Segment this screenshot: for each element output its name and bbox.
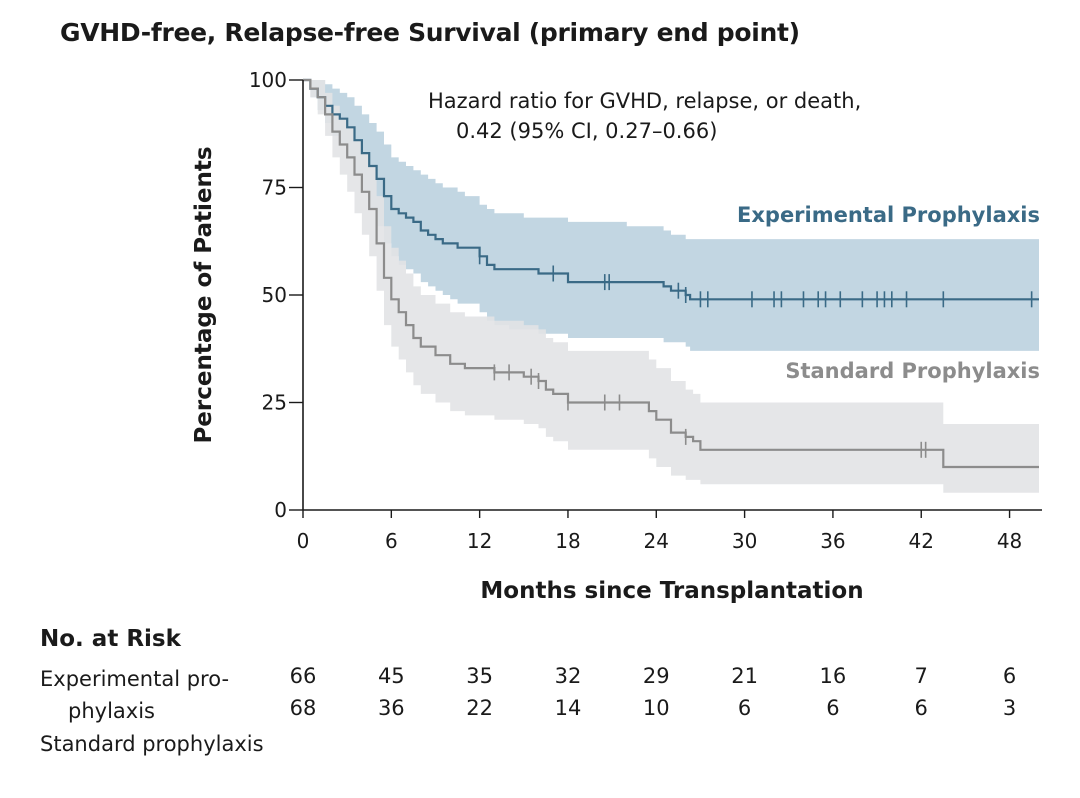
- risk-value-standard: 6: [826, 696, 840, 720]
- confidence-bands: [303, 80, 1039, 493]
- risk-row-label-standard: Standard prophylaxis: [40, 732, 264, 756]
- risk-value-experimental: 29: [642, 664, 670, 688]
- confidence-band-experimental: [303, 80, 1039, 351]
- km-chart: 0 6 12 18 24 30 36 42 48 0 25 50 75 100 Months since…: [191, 68, 1042, 604]
- risk-value-experimental: 16: [819, 664, 847, 688]
- risk-value-standard: 68: [289, 696, 317, 720]
- y-axis-title: Percentage of Patients: [191, 146, 217, 443]
- x-tick-label: 18: [555, 529, 580, 553]
- risk-value-standard: 14: [554, 696, 582, 720]
- x-tick-label: 42: [909, 529, 934, 553]
- risk-value-experimental: 32: [554, 664, 582, 688]
- x-ticks: 0 6 12 18 24 30 36 42 48: [297, 510, 1022, 553]
- risk-value-experimental: 21: [731, 664, 758, 688]
- y-ticks: 0 25 50 75 100: [249, 68, 303, 522]
- risk-row-label-experimental-line1: Experimental pro-: [40, 667, 230, 691]
- hazard-ratio-annotation-line1: Hazard ratio for GVHD, relapse, or death…: [428, 89, 861, 113]
- x-tick-label: 30: [732, 529, 757, 553]
- risk-value-experimental: 6: [1002, 664, 1017, 688]
- x-axis-title: Months since Transplantation: [480, 578, 863, 604]
- series-label-experimental: Experimental Prophylaxis: [737, 203, 1040, 227]
- risk-value-experimental: 7: [914, 664, 928, 688]
- hazard-ratio-annotation-line2: 0.42 (95% CI, 0.27–0.66): [456, 119, 717, 143]
- x-tick-label: 24: [644, 529, 669, 553]
- y-tick-label: 75: [262, 176, 287, 200]
- survival-curve-experimental: [303, 78, 1039, 301]
- risk-table-title: No. at Risk: [40, 626, 181, 652]
- risk-value-standard: 36: [377, 696, 405, 720]
- y-tick-label: 0: [274, 498, 287, 522]
- x-tick-label: 12: [467, 529, 492, 553]
- y-tick-label: 25: [262, 391, 287, 415]
- risk-value-standard: 10: [642, 696, 670, 720]
- chart-title: GVHD-free, Relapse-free Survival (primar…: [60, 18, 800, 47]
- risk-value-experimental: 35: [466, 664, 493, 688]
- number-at-risk-table: No. at Risk Experimental pro- phylaxis S…: [40, 626, 1040, 776]
- risk-value-standard: 6: [737, 696, 752, 720]
- risk-value-experimental: 45: [377, 664, 405, 688]
- x-tick-label: 6: [385, 529, 398, 553]
- risk-value-experimental: 66: [289, 664, 317, 688]
- risk-row-label-experimental-line2: phylaxis: [68, 699, 155, 723]
- confidence-band-standard: [303, 80, 1039, 493]
- risk-value-standard: 22: [466, 696, 493, 720]
- x-tick-label: 48: [997, 529, 1022, 553]
- risk-value-standard: 6: [914, 696, 928, 720]
- y-tick-label: 100: [249, 68, 287, 92]
- x-tick-label: 36: [820, 529, 845, 553]
- risk-value-standard: 3: [1002, 696, 1017, 720]
- censor-marks: [478, 248, 1033, 458]
- series-label-standard: Standard Prophylaxis: [785, 359, 1040, 383]
- y-tick-label: 50: [262, 283, 287, 307]
- x-tick-label: 0: [297, 529, 310, 553]
